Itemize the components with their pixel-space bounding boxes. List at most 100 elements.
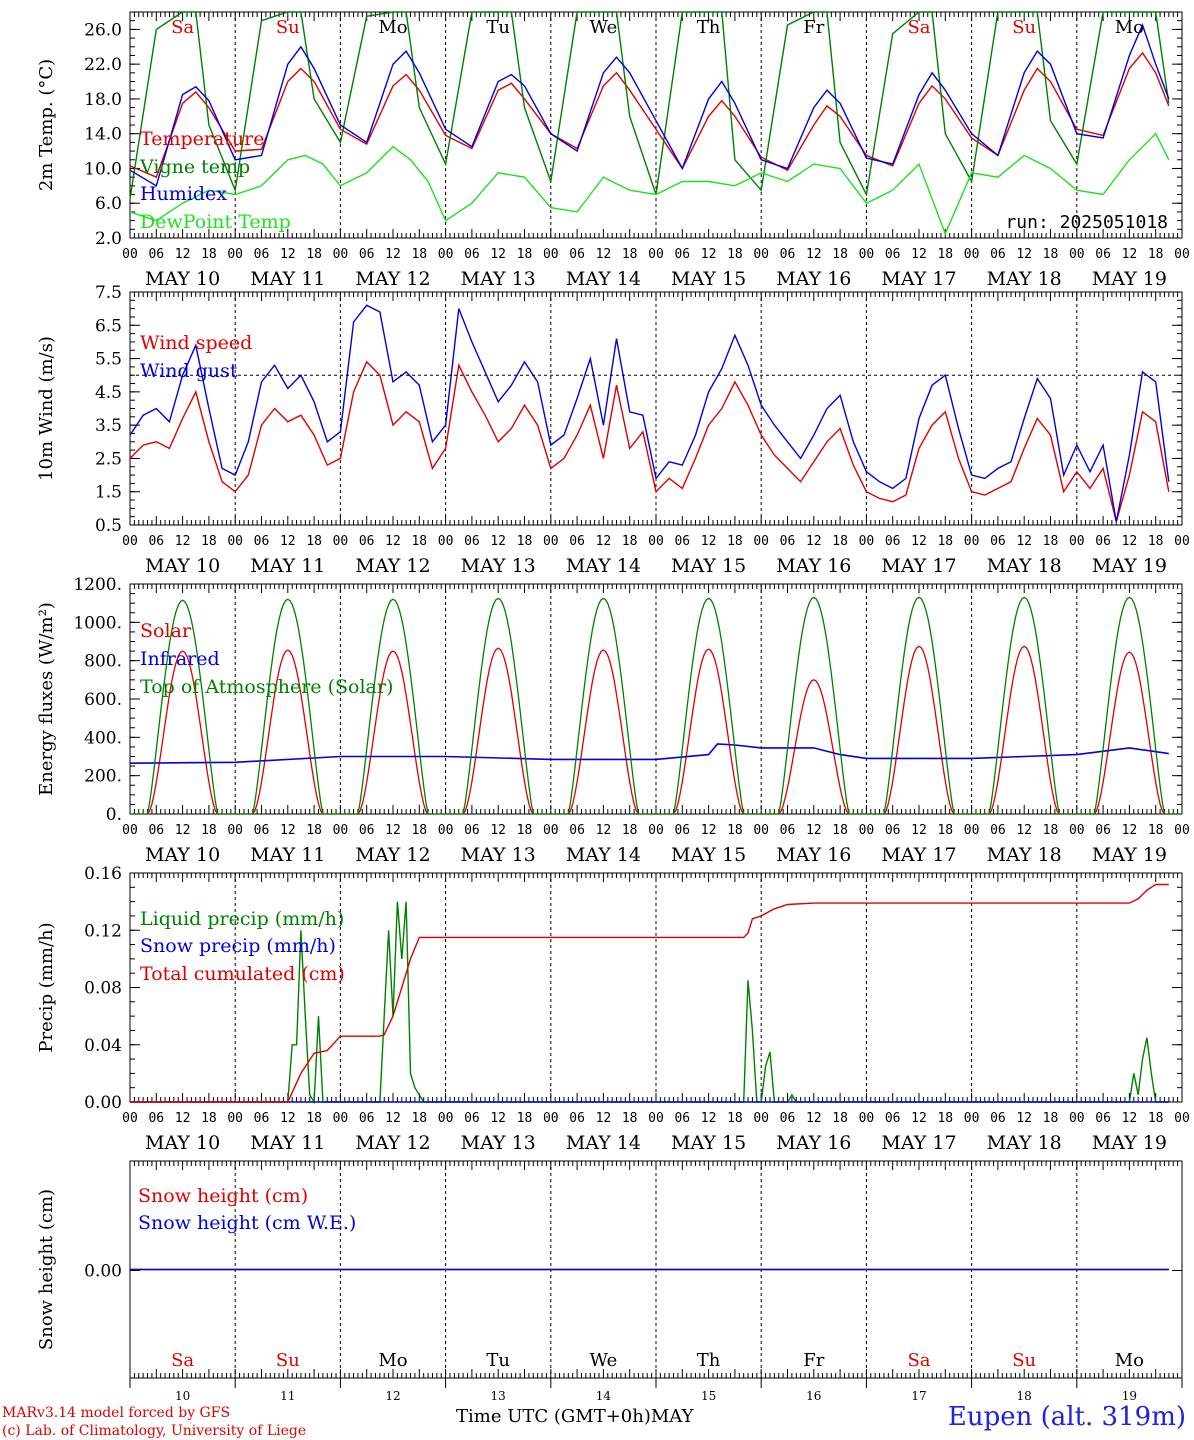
hour-tick-label: 12 [280,823,296,838]
hour-tick-label: 00 [122,823,138,838]
legend-top-of-atmosphere-solar-: Top of Atmosphere (Solar) [140,676,393,698]
energy-y-tick-label: 400. [84,728,122,748]
day-number-label: 14 [596,1389,612,1403]
hour-tick-label: 00 [964,1111,980,1126]
wind-y-tick-label: 3.5 [95,416,122,436]
date-label: MAY 19 [1092,844,1167,866]
date-label: MAY 14 [566,555,641,577]
energy-y-tick-label: 800. [84,652,122,672]
hour-tick-label: 18 [411,247,427,262]
hour-tick-label: 00 [859,823,875,838]
hour-tick-label: 00 [859,247,875,262]
date-label: MAY 11 [250,1132,325,1154]
hour-tick-label: 12 [701,534,717,549]
weekday-label: Sa [907,1350,930,1371]
hour-tick-label: 06 [1095,534,1111,549]
hour-tick-label: 12 [1016,247,1032,262]
energy-y-tick-label: 1000. [73,613,122,633]
legend-dewpoint-temp: DewPoint Temp [140,211,291,233]
hour-tick-label: 18 [727,534,743,549]
hour-tick-label: 18 [937,247,953,262]
series-line-vigne-temp [129,11,1170,200]
date-label: MAY 16 [776,555,851,577]
hour-tick-label: 18 [306,1111,322,1126]
weekday-label: Fr [803,17,824,38]
date-label: MAY 18 [987,1132,1062,1154]
hour-tick-label: 18 [1043,1111,1059,1126]
wind-y-tick-label: 1.5 [95,483,122,503]
precip-y-tick-label: 0.16 [84,864,122,884]
date-label: MAY 15 [671,555,746,577]
hour-tick-label: 06 [674,534,690,549]
hour-tick-label: 06 [990,823,1006,838]
hour-tick-label: 00 [227,534,243,549]
legend-infrared: Infrared [140,648,220,670]
legend-humidex: Humidex [140,183,227,205]
hour-tick-label: 00 [648,247,664,262]
hour-tick-label: 18 [937,823,953,838]
hour-tick-label: 00 [753,1111,769,1126]
credit-line-1: MARv3.14 model forced by GFS [2,1405,231,1421]
hour-tick-label: 18 [727,247,743,262]
weekday-label: Tu [486,1350,510,1371]
hour-tick-label: 06 [674,823,690,838]
date-label: MAY 15 [671,268,746,290]
hour-tick-label: 18 [1043,534,1059,549]
date-label: MAY 11 [250,844,325,866]
series-line-infrared [129,743,1169,764]
hour-tick-label: 12 [385,247,401,262]
weekday-label: Mo [378,17,407,38]
precip-y-axis-label: Precip (mm/h) [36,922,57,1052]
legend-vigne-temp: Vigne temp [139,156,250,178]
wind-y-tick-label: 2.5 [95,449,122,469]
hour-tick-label: 06 [254,534,270,549]
date-label: MAY 13 [461,844,536,866]
hour-tick-label: 12 [175,247,191,262]
hour-tick-label: 06 [990,1111,1006,1126]
date-label: MAY 14 [566,1132,641,1154]
weekday-label: We [590,1350,618,1371]
hour-tick-label: 18 [832,823,848,838]
hour-tick-label: 00 [964,247,980,262]
hour-tick-label: 00 [543,247,559,262]
hour-tick-label: 12 [701,1111,717,1126]
weekday-label: Sa [907,17,930,38]
hour-tick-label: 00 [333,534,349,549]
date-label: MAY 14 [566,844,641,866]
date-label: MAY 12 [355,555,430,577]
energy-y-axis-label: Energy fluxes (W/m²) [36,602,57,796]
date-label: MAY 11 [250,268,325,290]
hour-tick-label: 00 [1174,1111,1190,1126]
precip-y-tick-label: 0.00 [84,1093,122,1113]
date-label: MAY 17 [881,555,956,577]
hour-tick-label: 00 [333,247,349,262]
hour-tick-label: 06 [569,823,585,838]
temp-y-tick-label: 26.0 [84,20,122,40]
day-number-label: 11 [280,1389,295,1403]
legend-snow-height-cm-: Snow height (cm) [138,1185,308,1207]
day-number-label: 19 [1122,1389,1137,1403]
series-line-wind-speed [129,360,1170,525]
day-number-label: 15 [701,1389,716,1403]
hour-tick-label: 00 [859,1111,875,1126]
hour-tick-label: 00 [227,823,243,838]
legend-wind-gust: Wind gust [140,360,238,382]
legend-snow-precip-mm-h-: Snow precip (mm/h) [140,935,336,957]
date-label: MAY 17 [881,1132,956,1154]
hour-tick-label: 06 [254,1111,270,1126]
hour-tick-label: 00 [543,1111,559,1126]
hour-tick-label: 00 [1174,247,1190,262]
date-label: MAY 18 [987,268,1062,290]
hour-tick-label: 06 [359,823,375,838]
energy-y-tick-label: 200. [84,767,122,787]
hour-tick-label: 18 [306,534,322,549]
weekday-label: Su [276,17,300,38]
hour-tick-label: 12 [806,247,822,262]
date-label: MAY 11 [250,555,325,577]
day-number-label: 13 [491,1389,506,1403]
hour-tick-label: 06 [464,247,480,262]
hour-tick-label: 06 [254,823,270,838]
precip-y-tick-label: 0.12 [84,921,122,941]
hour-tick-label: 06 [148,534,164,549]
day-number-label: 17 [911,1389,926,1403]
